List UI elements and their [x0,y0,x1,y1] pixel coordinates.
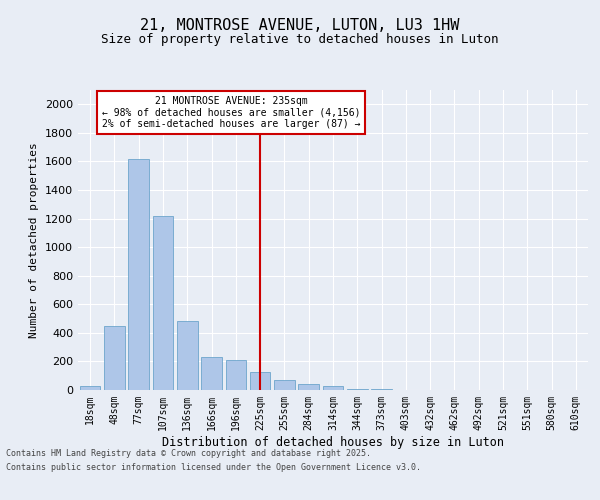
Text: Size of property relative to detached houses in Luton: Size of property relative to detached ho… [101,32,499,46]
Bar [226,360,246,390]
Text: Contains HM Land Registry data © Crown copyright and database right 2025.: Contains HM Land Registry data © Crown c… [6,448,371,458]
Text: 21 MONTROSE AVENUE: 235sqm
← 98% of detached houses are smaller (4,156)
2% of se: 21 MONTROSE AVENUE: 235sqm ← 98% of deta… [102,96,360,129]
Bar [347,388,368,390]
Bar [104,326,125,390]
X-axis label: Distribution of detached houses by size in Luton: Distribution of detached houses by size … [162,436,504,448]
Bar [201,357,222,390]
Bar [250,372,271,390]
Bar [128,158,149,390]
Bar [274,380,295,390]
Y-axis label: Number of detached properties: Number of detached properties [29,142,40,338]
Bar [298,384,319,390]
Bar [177,322,197,390]
Text: Contains public sector information licensed under the Open Government Licence v3: Contains public sector information licen… [6,464,421,472]
Bar [152,216,173,390]
Bar [323,386,343,390]
Bar [80,386,100,390]
Text: 21, MONTROSE AVENUE, LUTON, LU3 1HW: 21, MONTROSE AVENUE, LUTON, LU3 1HW [140,18,460,32]
